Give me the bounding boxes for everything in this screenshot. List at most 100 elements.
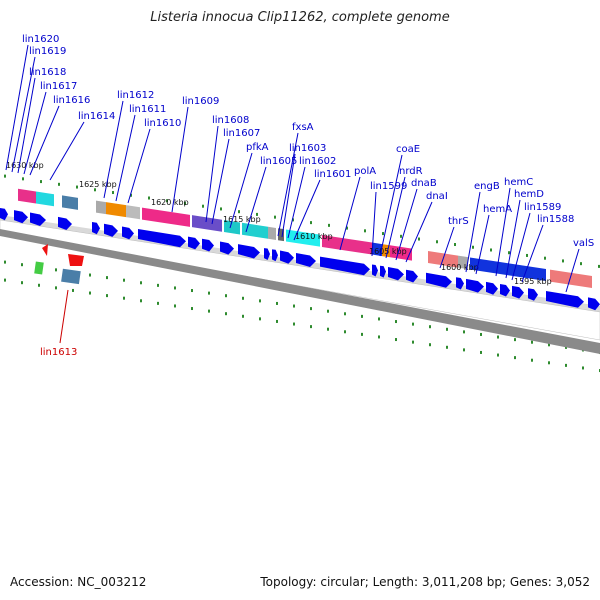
guide-dot [565, 363, 567, 367]
cds-arrow [546, 290, 584, 308]
gene-label-lin1603: lin1603 [289, 143, 326, 154]
feature-blocks [18, 188, 592, 288]
leader-line [511, 212, 531, 281]
leader-line [115, 114, 136, 202]
guide-dot [531, 340, 533, 344]
feature-block [372, 242, 382, 257]
leader-line [293, 179, 321, 241]
cds-arrow [372, 264, 378, 277]
guide-dot [582, 366, 584, 370]
guide-dot [310, 221, 312, 225]
leader-line [127, 128, 151, 204]
gene-label-dnaI: dnaI [426, 191, 448, 202]
guide-dot [378, 335, 380, 339]
guide-dot [208, 309, 210, 313]
guide-dot [106, 276, 108, 280]
guide-dot [548, 343, 550, 347]
leader-line [103, 100, 124, 199]
cds-arrow [456, 277, 464, 290]
guide-dot [429, 343, 431, 347]
guide-dot [140, 299, 142, 303]
cds-arrows [0, 208, 600, 311]
leader-line [465, 191, 481, 273]
leader-line [339, 176, 361, 251]
gene-label-lin1613: lin1613 [40, 347, 77, 358]
guide-dot [58, 182, 60, 186]
reverse-feature-steel [61, 268, 81, 285]
guide-dot [580, 262, 582, 266]
guide-dot [259, 317, 261, 321]
guide-dot [490, 248, 492, 252]
guide-dot [531, 358, 533, 362]
feature-block [390, 245, 412, 261]
leader-line [277, 132, 299, 237]
guide-dot [174, 304, 176, 308]
cds-arrow [406, 269, 418, 283]
gene-label-hemA: hemA [483, 204, 512, 215]
leader-line [211, 138, 230, 225]
cds-arrow [380, 265, 386, 278]
leader-line [29, 105, 60, 176]
guide-dot [562, 259, 564, 263]
cds-arrow [264, 248, 270, 261]
accession-text: Accession: NC_003212 [10, 575, 147, 589]
leader-line [379, 154, 403, 257]
reverse-leader [59, 289, 69, 344]
leader-line [11, 56, 36, 173]
guide-dot [274, 215, 276, 219]
gene-label-lin1616: lin1616 [53, 95, 90, 106]
feature-block [142, 207, 190, 227]
leader-line [245, 166, 267, 233]
feature-block [550, 269, 592, 288]
cds-arrow [202, 238, 214, 252]
guide-dot [148, 196, 150, 200]
guide-dot [21, 263, 23, 267]
guide-dot [123, 296, 125, 300]
guide-dot [157, 283, 159, 287]
gene-label-lin1619: lin1619 [29, 46, 66, 57]
guide-dot [174, 286, 176, 290]
guide-dot [292, 218, 294, 222]
guide-dot [293, 322, 295, 326]
cds-arrow [138, 228, 186, 248]
guide-dot [157, 301, 159, 305]
guide-dot [89, 291, 91, 295]
guide-dot [346, 226, 348, 230]
guide-dot [310, 307, 312, 311]
feature-block [96, 200, 106, 215]
guide-dot [130, 193, 132, 197]
gene-label-coaE: coaE [396, 144, 420, 155]
guide-dot [412, 322, 414, 326]
map-title: Listeria innocua Clip11262, complete gen… [150, 10, 450, 25]
guide-dot [446, 327, 448, 331]
cds-arrow [528, 288, 538, 301]
leader-line [23, 91, 47, 175]
leader-line [521, 224, 544, 283]
guide-dot [395, 338, 397, 342]
feature-block [322, 234, 372, 255]
guide-dot [344, 330, 346, 334]
label-leaders [5, 44, 580, 293]
cds-arrow [272, 249, 278, 262]
kbp-label: 1615 kbp [223, 215, 261, 224]
guide-dot [225, 312, 227, 316]
cds-arrow [280, 250, 294, 264]
cds-arrow [238, 244, 260, 259]
guide-dot [436, 240, 438, 244]
cds-arrow [588, 297, 600, 311]
leader-line [495, 187, 511, 277]
kbp-label: 1625 kbp [79, 180, 117, 189]
guide-dot [276, 301, 278, 305]
cds-arrow [122, 226, 134, 240]
kbp-label: 1595 kbp [514, 277, 552, 286]
leader-line [205, 125, 219, 223]
leader-line [475, 214, 490, 275]
leader-line [229, 152, 253, 229]
cds-arrow [220, 241, 234, 255]
guide-dot [276, 319, 278, 323]
reverse-feature-green [34, 261, 44, 275]
guide-dot [106, 294, 108, 298]
guide-dot [4, 260, 6, 264]
